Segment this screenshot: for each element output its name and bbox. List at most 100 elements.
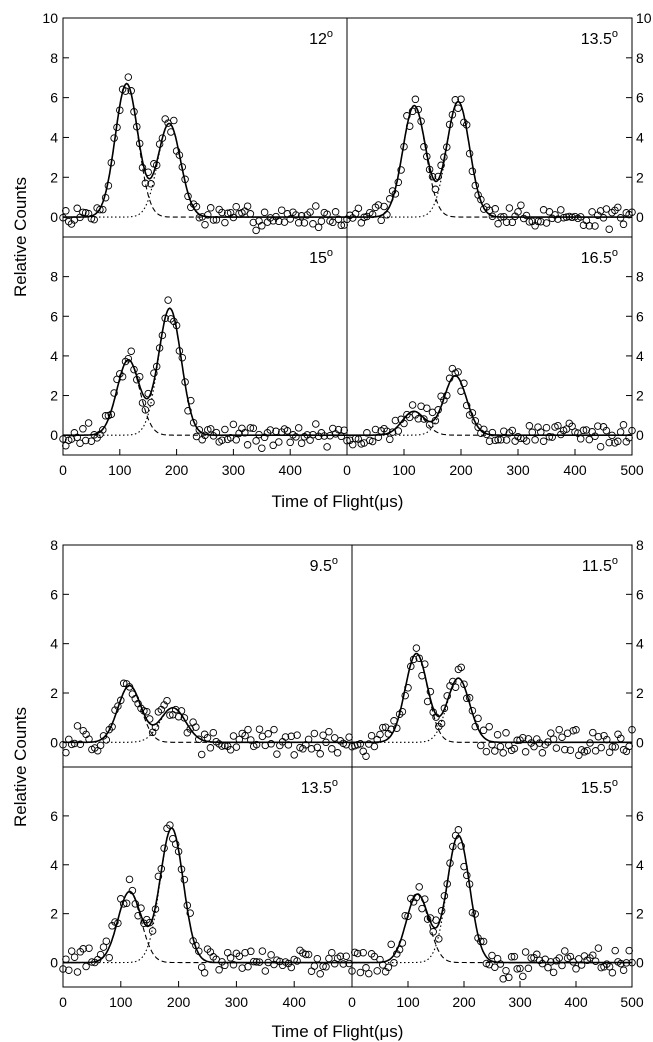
data-point [110,389,118,397]
data-point [527,954,535,962]
x-tick-label: 0 [59,994,67,1010]
data-point [586,954,594,962]
data-points [59,679,353,759]
data-point [244,725,252,734]
data-point [510,952,519,961]
data-point [457,663,465,672]
data-point [545,433,554,441]
data-point [534,217,542,226]
data-point [70,739,79,748]
data-point [519,972,527,981]
data-point [614,203,622,212]
data-point [552,957,561,965]
data-point [264,730,272,738]
data-point [367,950,376,958]
data-point [398,707,407,716]
y-tick-label: 0 [636,955,644,971]
data-point [356,968,365,977]
data-point [96,741,105,750]
data-point [502,436,511,444]
data-point [477,741,485,750]
total-fit-curve [63,82,347,218]
data-point [192,723,200,731]
data-point [505,204,514,212]
y-tick-label: 6 [636,90,644,106]
data-point [533,950,541,959]
data-point [415,883,423,891]
data-point [387,940,395,949]
data-point [608,743,617,751]
data-point [508,426,517,435]
data-point [463,871,471,880]
data-point [260,208,269,217]
data-point [420,143,428,151]
panel-12-deg: 12o 0 2 4 6 8 10 [42,10,348,238]
angle-label: 13.5o [301,777,338,797]
data-point [312,202,320,210]
data-point [247,947,255,956]
data-point [488,428,497,437]
data-point [547,729,555,737]
panel-9-5-deg: 9.5o 0 2 4 6 8 [50,537,353,768]
data-points [343,364,636,451]
data-point [322,963,330,971]
data-point [62,955,70,963]
data-point [117,696,125,705]
data-point [304,950,313,959]
data-point [513,965,521,973]
data-point [249,218,258,227]
angle-label: 15.5o [581,777,618,797]
data-point [218,436,226,444]
y-tick-label: 10 [42,10,58,26]
total-fit-curve [63,307,347,436]
panel-13-5-deg: 13.5o 0 2 4 6 8 10 [343,10,652,238]
data-point [617,959,625,968]
data-point [408,401,417,409]
data-point [297,212,306,220]
data-point [457,95,465,103]
data-point [437,719,446,728]
y-tick-label: 0 [636,734,644,750]
x-axis-title: Time of Flight(μs) [272,492,404,511]
data-point [583,746,591,755]
data-point [241,731,249,740]
data-point [507,953,516,961]
data-point [345,733,353,741]
data-point [171,840,180,848]
data-point [316,750,324,758]
data-point [79,945,87,953]
x-axis-title: Time of Flight(μs) [272,1022,404,1041]
slow-component-curve [63,707,352,743]
data-point [267,740,275,748]
data-point [293,957,301,965]
data-point [585,222,594,230]
data-point [414,415,423,423]
data-point [394,427,403,435]
data-point [184,407,192,415]
data-point [62,748,70,757]
data-point [232,436,240,444]
data-point [566,746,575,754]
data-points [59,296,348,452]
data-point [292,211,300,219]
data-point [337,221,346,230]
x-tick-label: 300 [225,994,249,1010]
data-point [525,422,534,430]
data-point [138,399,147,407]
data-point [379,723,387,732]
degree-symbol: o [612,28,618,40]
data-point [302,950,310,959]
y-tick-label: 2 [636,685,644,701]
data-point [200,969,209,977]
x-tick-label: 0 [59,462,67,478]
data-point [266,426,275,434]
data-point [496,960,505,968]
y-tick-label: 2 [50,169,58,185]
data-point [334,425,343,434]
data-point [221,218,229,227]
data-point [505,973,513,982]
data-point [65,966,73,974]
data-point [608,968,617,977]
data-point [82,962,90,971]
data-point [363,429,371,437]
